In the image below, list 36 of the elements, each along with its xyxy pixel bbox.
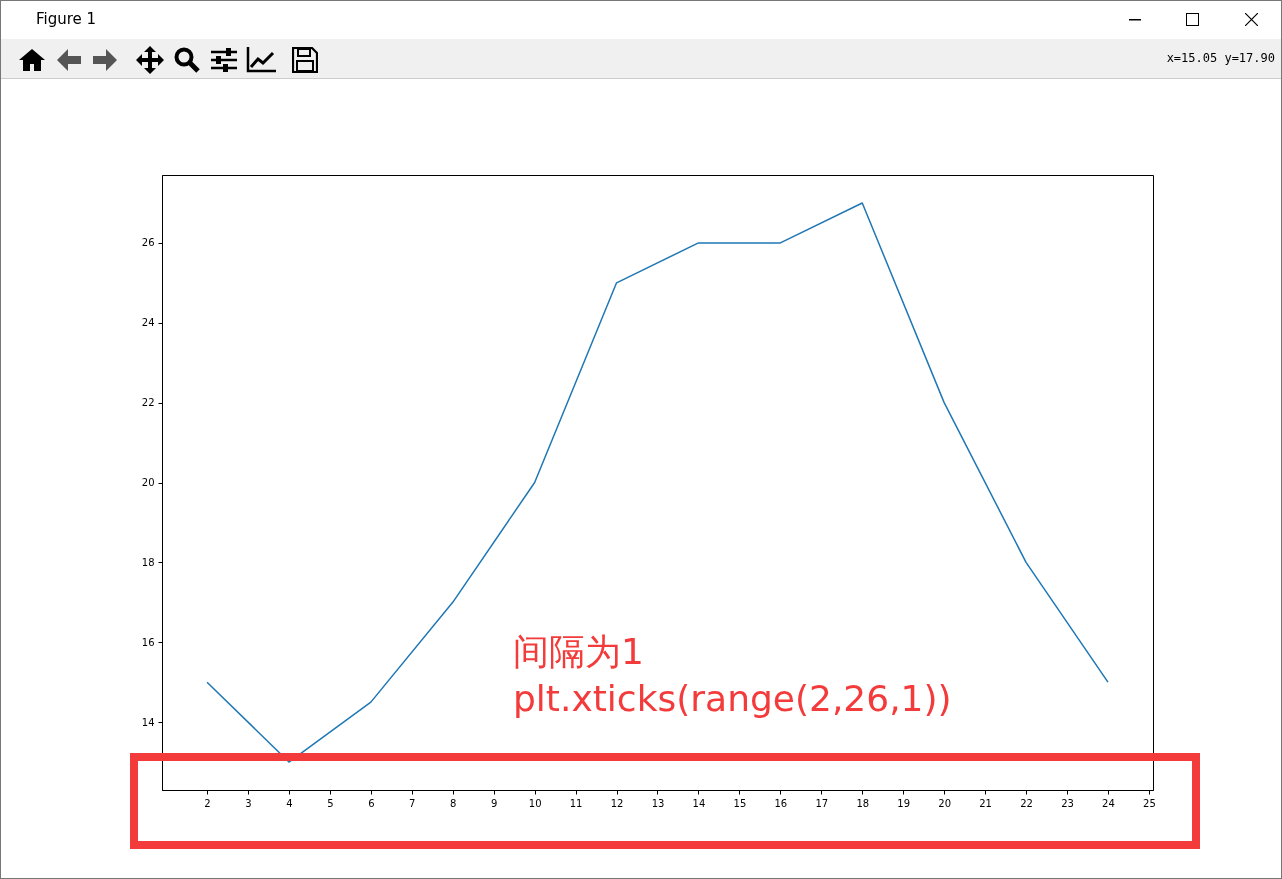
line-series [206,202,1109,763]
y-tick-label: 20 [141,477,155,488]
x-tick-label: 18 [856,797,870,809]
x-tick-label: 14 [692,797,706,809]
text: x=15.05 y=17.90 [1166,51,1275,65]
x-tick-label: 21 [979,797,992,809]
x-tick-label: 25 [1143,797,1156,809]
annotation: plt.xticks(range(2,26,1)) [513,678,952,719]
x-tick-label: 4 [286,797,293,809]
annotation: 间隔为1 [513,630,644,674]
y-tick-label: 24 [141,317,155,329]
x-tick-label: 16 [774,797,788,809]
x-tick-label: 2 [204,797,211,809]
x-tick-label: 24 [1102,797,1115,809]
y-tick-label: 26 [141,237,155,249]
x-tick-label: 9 [491,797,498,809]
x-tick-label: 6 [368,797,375,809]
x-tick-label: 15 [733,797,747,809]
x-tick-label: 5 [327,797,334,809]
x-tick-label: 12 [610,797,624,809]
x-tick-label: 20 [938,797,952,809]
x-tick-label: 10 [528,797,542,809]
x-tick-label: 23 [1061,797,1074,809]
x-tick-label: 13 [651,797,665,809]
y-tick-label: 22 [141,397,155,409]
y-tick-label: 16 [141,636,155,648]
caption: Figure 1 [36,10,97,28]
x-tick-label: 3 [245,797,252,809]
x-tick-label: 22 [1020,797,1033,809]
x-tick-label: 19 [897,797,911,809]
y-tick-label: 14 [141,716,155,728]
x-tick-label: 11 [569,797,583,809]
y-tick-label: 18 [141,556,155,568]
x-tick-label: 17 [815,797,829,809]
x-tick-label: 8 [450,797,457,809]
x-tick-label: 7 [409,797,416,809]
